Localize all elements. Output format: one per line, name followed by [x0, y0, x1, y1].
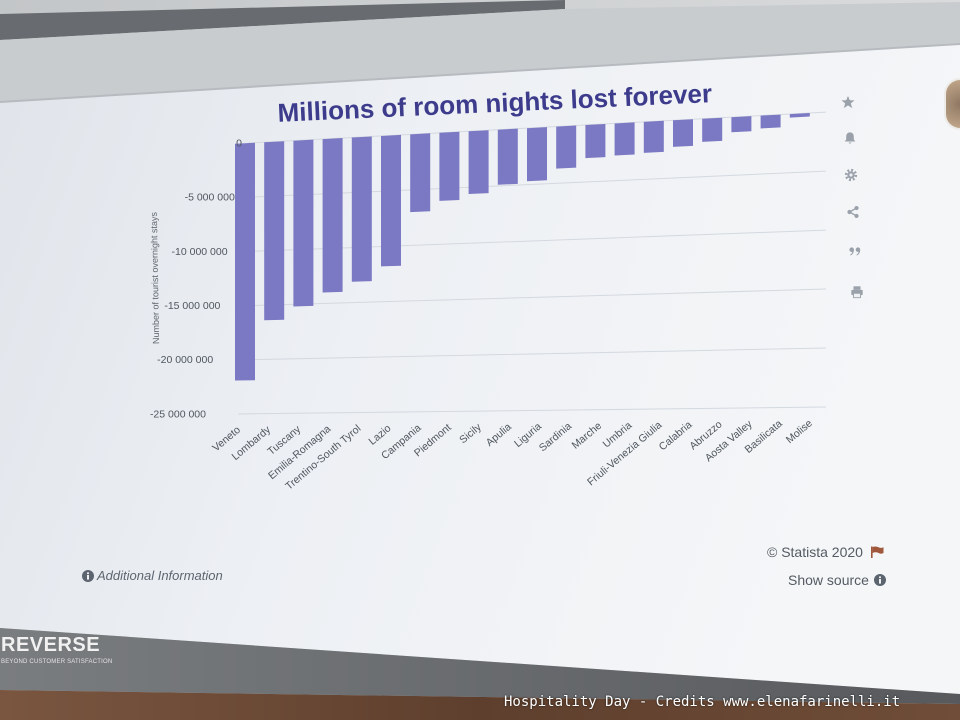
- gear-icon[interactable]: [844, 168, 858, 182]
- gridline: [237, 406, 827, 415]
- info-icon: [82, 569, 94, 582]
- bar-marche: [585, 124, 606, 159]
- y-tick-label: 0: [236, 138, 242, 150]
- watermark-text: Hospitality Day - Credits www.elenafarin…: [504, 694, 901, 710]
- print-icon[interactable]: [850, 285, 864, 299]
- y-tick-label: -25 000 000: [150, 408, 206, 420]
- bar-tuscany: [293, 139, 314, 307]
- logo: REVERSE BEYOND CUSTOMER SATISFACTION: [1, 634, 112, 666]
- bell-icon[interactable]: [843, 131, 857, 145]
- additional-information-label: Additional Information: [97, 568, 223, 583]
- bar-sicily: [468, 130, 489, 194]
- screen-border: [0, 2, 960, 102]
- gridline: [245, 170, 827, 198]
- wood-panel: [0, 690, 960, 720]
- slide-top-edge: [0, 43, 960, 103]
- bar-piedmont: [439, 131, 460, 201]
- y-axis-ticks: 0 -5 000 000 -10 000 000 -15 000 000 -20 000…: [150, 138, 242, 421]
- star-icon[interactable]: [841, 95, 855, 109]
- logo-name: REVERSE: [1, 634, 101, 656]
- bar-trentino-south-tyrol: [351, 136, 372, 282]
- y-tick-label: -10 000 000: [172, 246, 228, 258]
- copyright-label: © Statista 2020: [767, 544, 863, 560]
- screen-housing: [0, 628, 960, 704]
- quote-icon[interactable]: [848, 244, 862, 258]
- bar-campania: [410, 133, 431, 213]
- bar-liguria: [527, 127, 547, 182]
- y-tick-label: -15 000 000: [164, 300, 220, 312]
- bar-emilia-romagna: [322, 138, 343, 293]
- bar-lombardy: [264, 141, 285, 321]
- bar-abruzzo: [702, 117, 723, 142]
- bar-lazio: [381, 134, 401, 267]
- show-source-link[interactable]: Show source: [788, 572, 886, 588]
- gridline: [247, 111, 827, 144]
- logo-tagline: BEYOND CUSTOMER SATISFACTION: [1, 659, 113, 665]
- share-icon[interactable]: [846, 205, 860, 219]
- bar-molise: [789, 113, 810, 118]
- gridline: [239, 347, 827, 361]
- avatar[interactable]: [944, 78, 960, 130]
- bar-umbria: [614, 122, 635, 156]
- y-axis-title: Number of tourist overnight stays: [149, 211, 161, 344]
- info-icon: [873, 574, 886, 586]
- copyright-notice: © Statista 2020: [767, 544, 884, 560]
- y-tick-label: -20 000 000: [157, 354, 213, 366]
- bar-sardinia: [556, 125, 577, 169]
- bars: [235, 113, 810, 381]
- gridline: [241, 288, 827, 307]
- bar-aosta-valley: [731, 116, 752, 133]
- show-source-label: Show source: [788, 572, 869, 588]
- bar-veneto: [235, 142, 255, 381]
- bar-friuli-venezia-giulia: [643, 120, 664, 153]
- flag-icon[interactable]: [870, 546, 884, 558]
- additional-information-link[interactable]: Additional Information: [82, 568, 223, 583]
- bar-basilicata: [760, 114, 781, 129]
- projector-band: [0, 0, 565, 40]
- bar-apulia: [497, 128, 518, 185]
- bar-calabria: [673, 119, 693, 147]
- y-tick-label: -5 000 000: [185, 192, 235, 204]
